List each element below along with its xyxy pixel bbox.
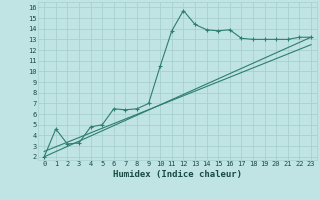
X-axis label: Humidex (Indice chaleur): Humidex (Indice chaleur)	[113, 170, 242, 179]
